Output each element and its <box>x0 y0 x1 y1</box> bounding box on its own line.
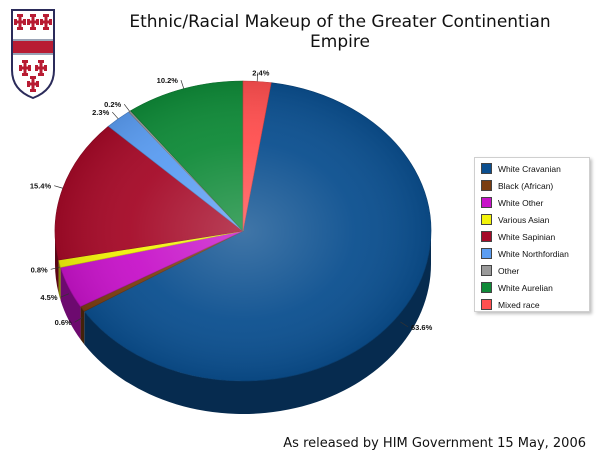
legend-item: White Northfordian <box>481 245 589 262</box>
label-leader-line <box>54 185 63 189</box>
legend-label: White Aurelian <box>498 282 553 293</box>
coat-of-arms-shield <box>11 9 55 100</box>
slice-value-label: 0.6% <box>55 318 72 327</box>
label-leader-line <box>256 72 259 82</box>
legend-label: Black (African) <box>498 180 554 191</box>
label-leader-line <box>400 321 409 328</box>
legend-label: White Other <box>498 197 544 208</box>
legend-label: White Cravanian <box>498 163 561 174</box>
slice-value-label: 0.8% <box>31 265 48 274</box>
legend-label: Various Asian <box>498 214 550 225</box>
slice-value-label: 10.2% <box>157 76 179 85</box>
legend-swatch <box>481 265 492 276</box>
label-leader-line <box>123 103 130 112</box>
legend-swatch <box>481 180 492 191</box>
pie-slice-side <box>80 306 85 345</box>
slice-value-label: 63.6% <box>411 323 433 332</box>
legend-swatch <box>481 197 492 208</box>
legend-swatch <box>481 248 492 259</box>
slice-value-label: 15.4% <box>30 182 52 191</box>
slice-value-label: 2.4% <box>252 68 269 77</box>
legend-item: White Sapinian <box>481 228 589 245</box>
legend-swatch <box>481 282 492 293</box>
footer-note: As released by HIM Government 15 May, 20… <box>283 436 586 451</box>
legend-label: Other <box>498 265 520 276</box>
legend-item: Mixed race <box>481 296 589 313</box>
legend-item: White Cravanian <box>481 160 589 177</box>
legend-swatch <box>481 231 492 242</box>
legend-label: White Sapinian <box>498 231 556 242</box>
legend-item: White Other <box>481 194 589 211</box>
slice-value-label: 2.3% <box>92 108 109 117</box>
legend-item: Other <box>481 262 589 279</box>
label-leader-line <box>180 79 185 89</box>
legend-item: White Aurelian <box>481 279 589 296</box>
legend-swatch <box>481 163 492 174</box>
cross-icon <box>14 14 52 92</box>
label-leader-line <box>60 293 69 298</box>
legend-label: White Northfordian <box>498 248 569 259</box>
legend-label: Mixed race <box>498 299 540 310</box>
legend-item: Black (African) <box>481 177 589 194</box>
slice-value-label: 4.5% <box>40 293 57 302</box>
legend-swatch <box>481 299 492 310</box>
legend-swatch <box>481 214 492 225</box>
label-leader-line <box>111 111 119 120</box>
slice-value-label: 0.2% <box>104 100 121 109</box>
chart-legend: White Cravanian Black (African) White Othe… <box>474 157 590 312</box>
legend-item: Various Asian <box>481 211 589 228</box>
chart-title: Ethnic/Racial Makeup of the Greater Cont… <box>129 12 551 52</box>
label-leader-line <box>50 266 60 270</box>
label-leader-line <box>74 317 83 323</box>
